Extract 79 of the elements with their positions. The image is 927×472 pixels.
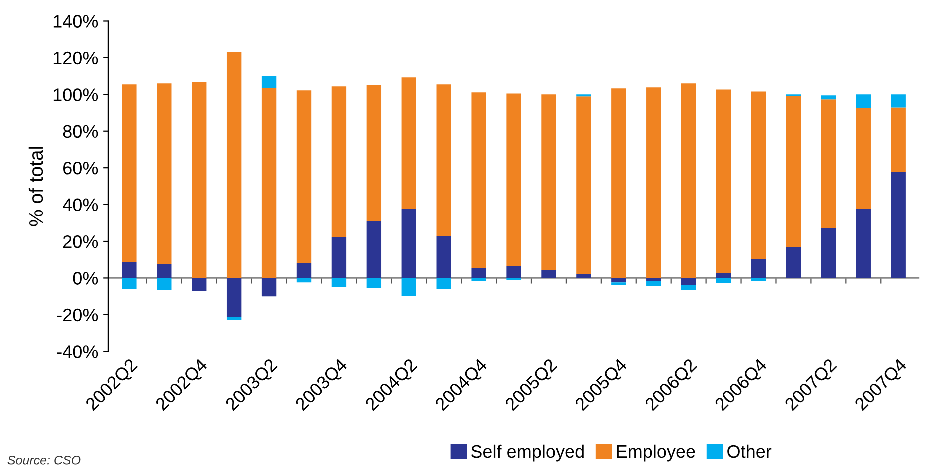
y-tick-label: 0% <box>73 272 98 285</box>
bar <box>192 82 207 278</box>
bar <box>192 278 207 292</box>
bar <box>646 278 662 282</box>
bar <box>576 96 592 275</box>
bar <box>122 278 137 290</box>
bar <box>646 282 662 286</box>
bar <box>332 278 347 288</box>
bar <box>856 209 871 278</box>
bar <box>576 274 592 278</box>
bar <box>751 259 766 278</box>
y-tick-label: 120% <box>54 52 98 65</box>
bar <box>506 266 522 278</box>
bar <box>612 278 626 283</box>
bar <box>891 172 906 278</box>
bar <box>402 278 416 296</box>
bar <box>122 84 137 262</box>
bar <box>646 88 662 278</box>
bar <box>122 262 137 278</box>
bar <box>296 90 312 264</box>
bar <box>716 278 732 284</box>
bar <box>681 278 696 286</box>
bar <box>821 96 836 100</box>
bar <box>751 92 766 260</box>
bar <box>506 94 522 266</box>
bar <box>157 278 172 290</box>
y-tick-label: 80% <box>63 125 98 138</box>
legend-label: Self employed <box>471 444 584 462</box>
bar <box>891 108 906 172</box>
bar <box>786 96 802 248</box>
bar <box>296 278 312 283</box>
y-tick-label: -40% <box>57 346 98 358</box>
bar <box>157 84 172 264</box>
bar <box>751 278 766 282</box>
bar <box>262 278 277 297</box>
y-axis-title: % of total <box>28 147 44 226</box>
bar <box>716 90 732 274</box>
bar <box>157 264 172 278</box>
bar <box>856 94 871 108</box>
y-tick-label: 140% <box>54 15 98 28</box>
bar <box>891 94 906 108</box>
bar <box>681 84 696 278</box>
bar <box>436 84 452 236</box>
bar <box>332 86 347 238</box>
bar <box>296 264 312 278</box>
bar <box>681 286 696 291</box>
y-tick-label: 60% <box>64 162 98 175</box>
bar <box>472 268 486 278</box>
bar <box>332 237 347 278</box>
bar <box>366 278 382 288</box>
y-tick-label: -20% <box>57 308 98 322</box>
bar <box>436 236 452 278</box>
bar <box>402 209 416 278</box>
bar <box>366 221 382 278</box>
bar <box>402 78 416 210</box>
bar <box>542 270 556 278</box>
bar <box>436 278 452 290</box>
bar <box>226 278 242 318</box>
y-tick-label: 40% <box>63 198 98 212</box>
y-tick-label: 100% <box>54 88 98 102</box>
bar <box>226 52 242 278</box>
bar <box>612 282 626 286</box>
bar <box>612 88 626 278</box>
bar <box>472 92 486 268</box>
bar <box>821 228 836 278</box>
bar <box>856 108 871 210</box>
bar <box>366 85 382 222</box>
bar <box>542 94 556 271</box>
bar <box>821 100 836 228</box>
legend-label: Employee <box>617 444 696 462</box>
bar <box>262 76 277 88</box>
bar <box>262 88 277 278</box>
legend-label: Other <box>728 444 772 458</box>
source-note: Source: CSO <box>8 456 81 465</box>
bar <box>472 278 486 282</box>
bar <box>226 318 242 320</box>
bar <box>786 247 802 278</box>
y-tick-label: 20% <box>64 235 98 248</box>
bar <box>716 273 732 278</box>
